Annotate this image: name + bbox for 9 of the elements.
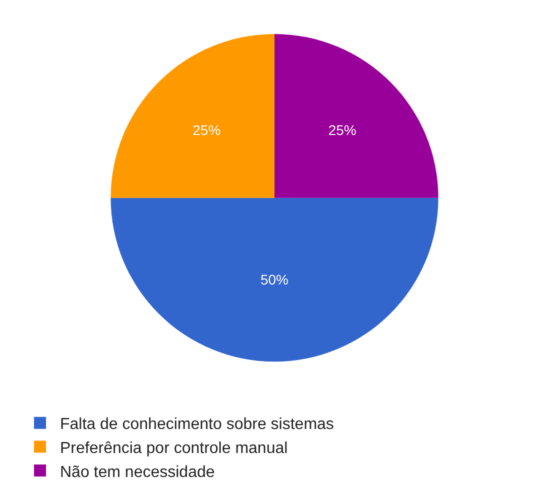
- pie-slice: [274, 34, 438, 198]
- pie-slice: [110, 34, 274, 198]
- pie-slice: [110, 198, 438, 362]
- data-label: 25%: [192, 122, 221, 138]
- legend-label: Preferência por controle manual: [60, 440, 288, 457]
- legend-label: Não tem necessidade: [60, 464, 215, 481]
- legend-label: Falta de conhecimento sobre sistemas: [60, 416, 334, 434]
- data-label: 25%: [328, 122, 356, 138]
- data-label: 50%: [260, 272, 289, 288]
